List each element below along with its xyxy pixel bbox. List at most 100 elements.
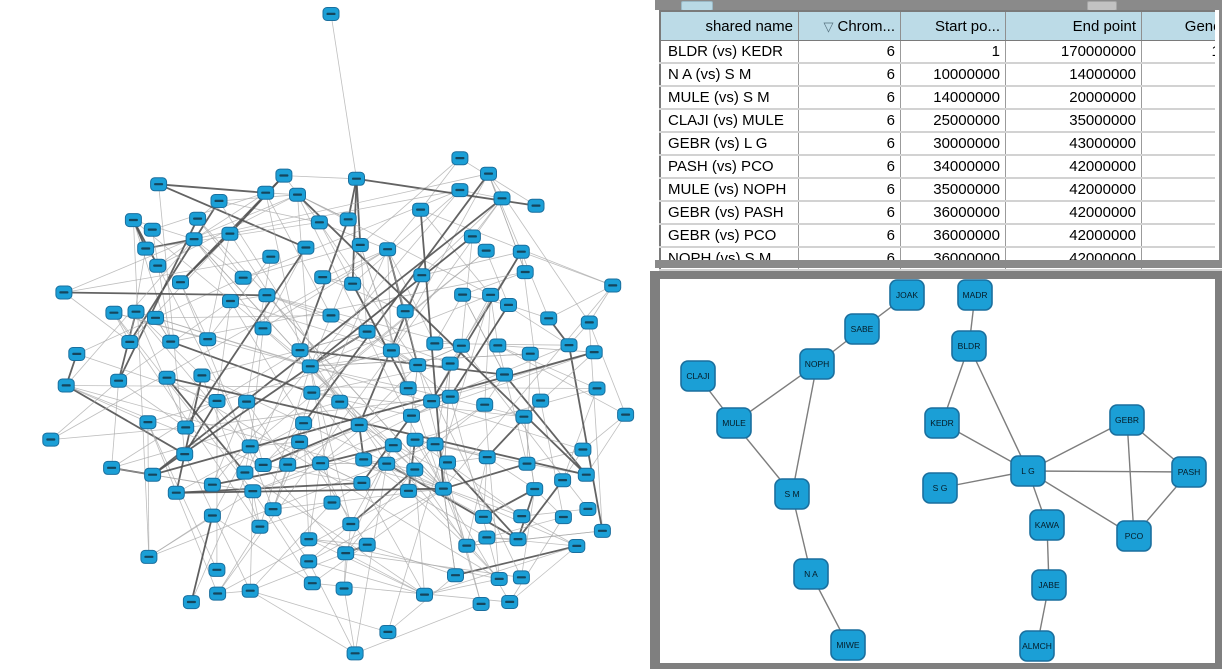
network-node[interactable] xyxy=(147,310,164,325)
table-row[interactable]: MULE (vs) S M614000000200000007.5 xyxy=(660,86,1222,110)
network-node[interactable] xyxy=(478,530,496,545)
network-node[interactable] xyxy=(482,287,500,302)
network-node[interactable] xyxy=(124,213,142,228)
network-node[interactable] xyxy=(474,509,492,524)
network-node[interactable] xyxy=(121,335,139,349)
network-node[interactable] xyxy=(291,435,309,449)
network-node[interactable] xyxy=(55,285,73,300)
network-node-PCO[interactable]: PCO xyxy=(1116,520,1152,552)
network-node[interactable] xyxy=(236,465,254,480)
network-node[interactable] xyxy=(477,243,495,258)
network-node[interactable] xyxy=(560,338,578,353)
network-node[interactable] xyxy=(454,287,472,302)
network-node[interactable] xyxy=(262,249,280,264)
network-node[interactable] xyxy=(540,311,558,326)
network-node-SG[interactable]: S G xyxy=(922,472,958,504)
network-node[interactable] xyxy=(379,625,397,639)
column-header-end-point[interactable]: End point xyxy=(1005,11,1142,41)
network-node[interactable] xyxy=(257,185,275,200)
network-node[interactable] xyxy=(426,437,444,452)
sort-filter-icon[interactable]: ▽ xyxy=(823,18,834,34)
network-node[interactable] xyxy=(451,151,469,166)
network-node[interactable] xyxy=(176,447,194,462)
column-header-genetic[interactable]: Genetic... xyxy=(1141,11,1222,41)
network-node[interactable] xyxy=(303,385,321,400)
network-node[interactable] xyxy=(476,397,494,412)
node-shape[interactable] xyxy=(922,472,958,504)
network-node[interactable] xyxy=(289,187,306,202)
network-node[interactable] xyxy=(322,7,340,21)
network-node[interactable] xyxy=(210,194,228,208)
network-node[interactable] xyxy=(149,258,167,273)
network-node[interactable] xyxy=(501,595,519,609)
network-node[interactable] xyxy=(513,509,531,524)
network-node[interactable] xyxy=(314,270,332,285)
network-node-GEBR[interactable]: GEBR xyxy=(1109,404,1145,436)
network-node[interactable] xyxy=(185,232,203,247)
network-node-NA[interactable]: N A xyxy=(793,558,829,590)
network-node[interactable] xyxy=(241,583,259,598)
network-node[interactable] xyxy=(378,456,396,471)
network-node-KEDR[interactable]: KEDR xyxy=(924,407,960,439)
table-row[interactable]: GEBR (vs) PCO636000000420000008.4 xyxy=(660,224,1222,248)
network-node[interactable] xyxy=(406,462,424,477)
node-shape[interactable] xyxy=(951,330,987,362)
table-row[interactable]: PASH (vs) PCO6340000004200000011.4 xyxy=(660,155,1222,179)
node-shape[interactable] xyxy=(889,279,925,311)
node-shape[interactable] xyxy=(1116,520,1152,552)
network-node[interactable] xyxy=(295,416,313,431)
network-node[interactable] xyxy=(158,370,176,385)
network-node[interactable] xyxy=(208,394,226,408)
column-header-start-point[interactable]: Start po... xyxy=(900,11,1006,41)
network-node[interactable] xyxy=(396,304,414,319)
network-node[interactable] xyxy=(509,532,527,547)
table-row[interactable]: CLAJI (vs) MULE625000000350000005.9 xyxy=(660,109,1222,133)
network-node[interactable] xyxy=(335,581,353,596)
network-node-MIWE[interactable]: MIWE xyxy=(830,629,866,661)
network-node[interactable] xyxy=(434,481,452,496)
network-node[interactable] xyxy=(416,587,433,602)
network-node[interactable] xyxy=(199,332,217,347)
network-node[interactable] xyxy=(406,432,424,447)
network-node[interactable] xyxy=(342,517,360,532)
network-node[interactable] xyxy=(110,373,128,388)
network-node[interactable] xyxy=(358,537,376,552)
network-node[interactable] xyxy=(512,570,530,585)
network-node[interactable] xyxy=(310,215,328,230)
node-shape[interactable] xyxy=(844,313,880,345)
network-node[interactable] xyxy=(339,212,357,227)
network-node[interactable] xyxy=(493,191,511,206)
table-row[interactable]: GEBR (vs) L G6300000004300000016.9 xyxy=(660,132,1222,156)
network-node-SABE[interactable]: SABE xyxy=(844,313,880,345)
network-node[interactable] xyxy=(580,315,598,330)
network-node-ALMCH[interactable]: ALMCH xyxy=(1019,630,1055,662)
network-node[interactable] xyxy=(348,171,365,186)
node-shape[interactable] xyxy=(793,558,829,590)
network-node[interactable] xyxy=(441,389,459,404)
network-node[interactable] xyxy=(241,439,259,454)
network-node-PASH[interactable]: PASH xyxy=(1171,456,1207,488)
network-node[interactable] xyxy=(182,595,200,610)
network-node[interactable] xyxy=(323,495,341,510)
network-node[interactable] xyxy=(585,345,603,360)
table-row[interactable]: MULE (vs) NOPH6350000004200000010.5 xyxy=(660,178,1222,202)
network-node[interactable] xyxy=(139,415,157,430)
network-node[interactable] xyxy=(143,222,161,237)
network-node[interactable] xyxy=(254,458,272,472)
network-node[interactable] xyxy=(221,226,239,241)
network-node[interactable] xyxy=(300,554,318,569)
node-shape[interactable] xyxy=(1031,569,1067,601)
network-node[interactable] xyxy=(322,308,340,323)
network-node[interactable] xyxy=(409,358,427,373)
network-node[interactable] xyxy=(458,538,476,553)
network-node[interactable] xyxy=(451,183,469,198)
table-row[interactable]: GEBR (vs) PASH636000000420000008.9 xyxy=(660,201,1222,225)
network-node[interactable] xyxy=(554,473,572,488)
network-node-KAWA[interactable]: KAWA xyxy=(1029,509,1065,541)
network-node[interactable] xyxy=(337,546,355,561)
network-node[interactable] xyxy=(351,238,369,252)
network-node[interactable] xyxy=(203,508,221,523)
network-node[interactable] xyxy=(300,532,318,547)
network-node[interactable] xyxy=(279,457,297,472)
network-node[interactable] xyxy=(303,576,321,591)
